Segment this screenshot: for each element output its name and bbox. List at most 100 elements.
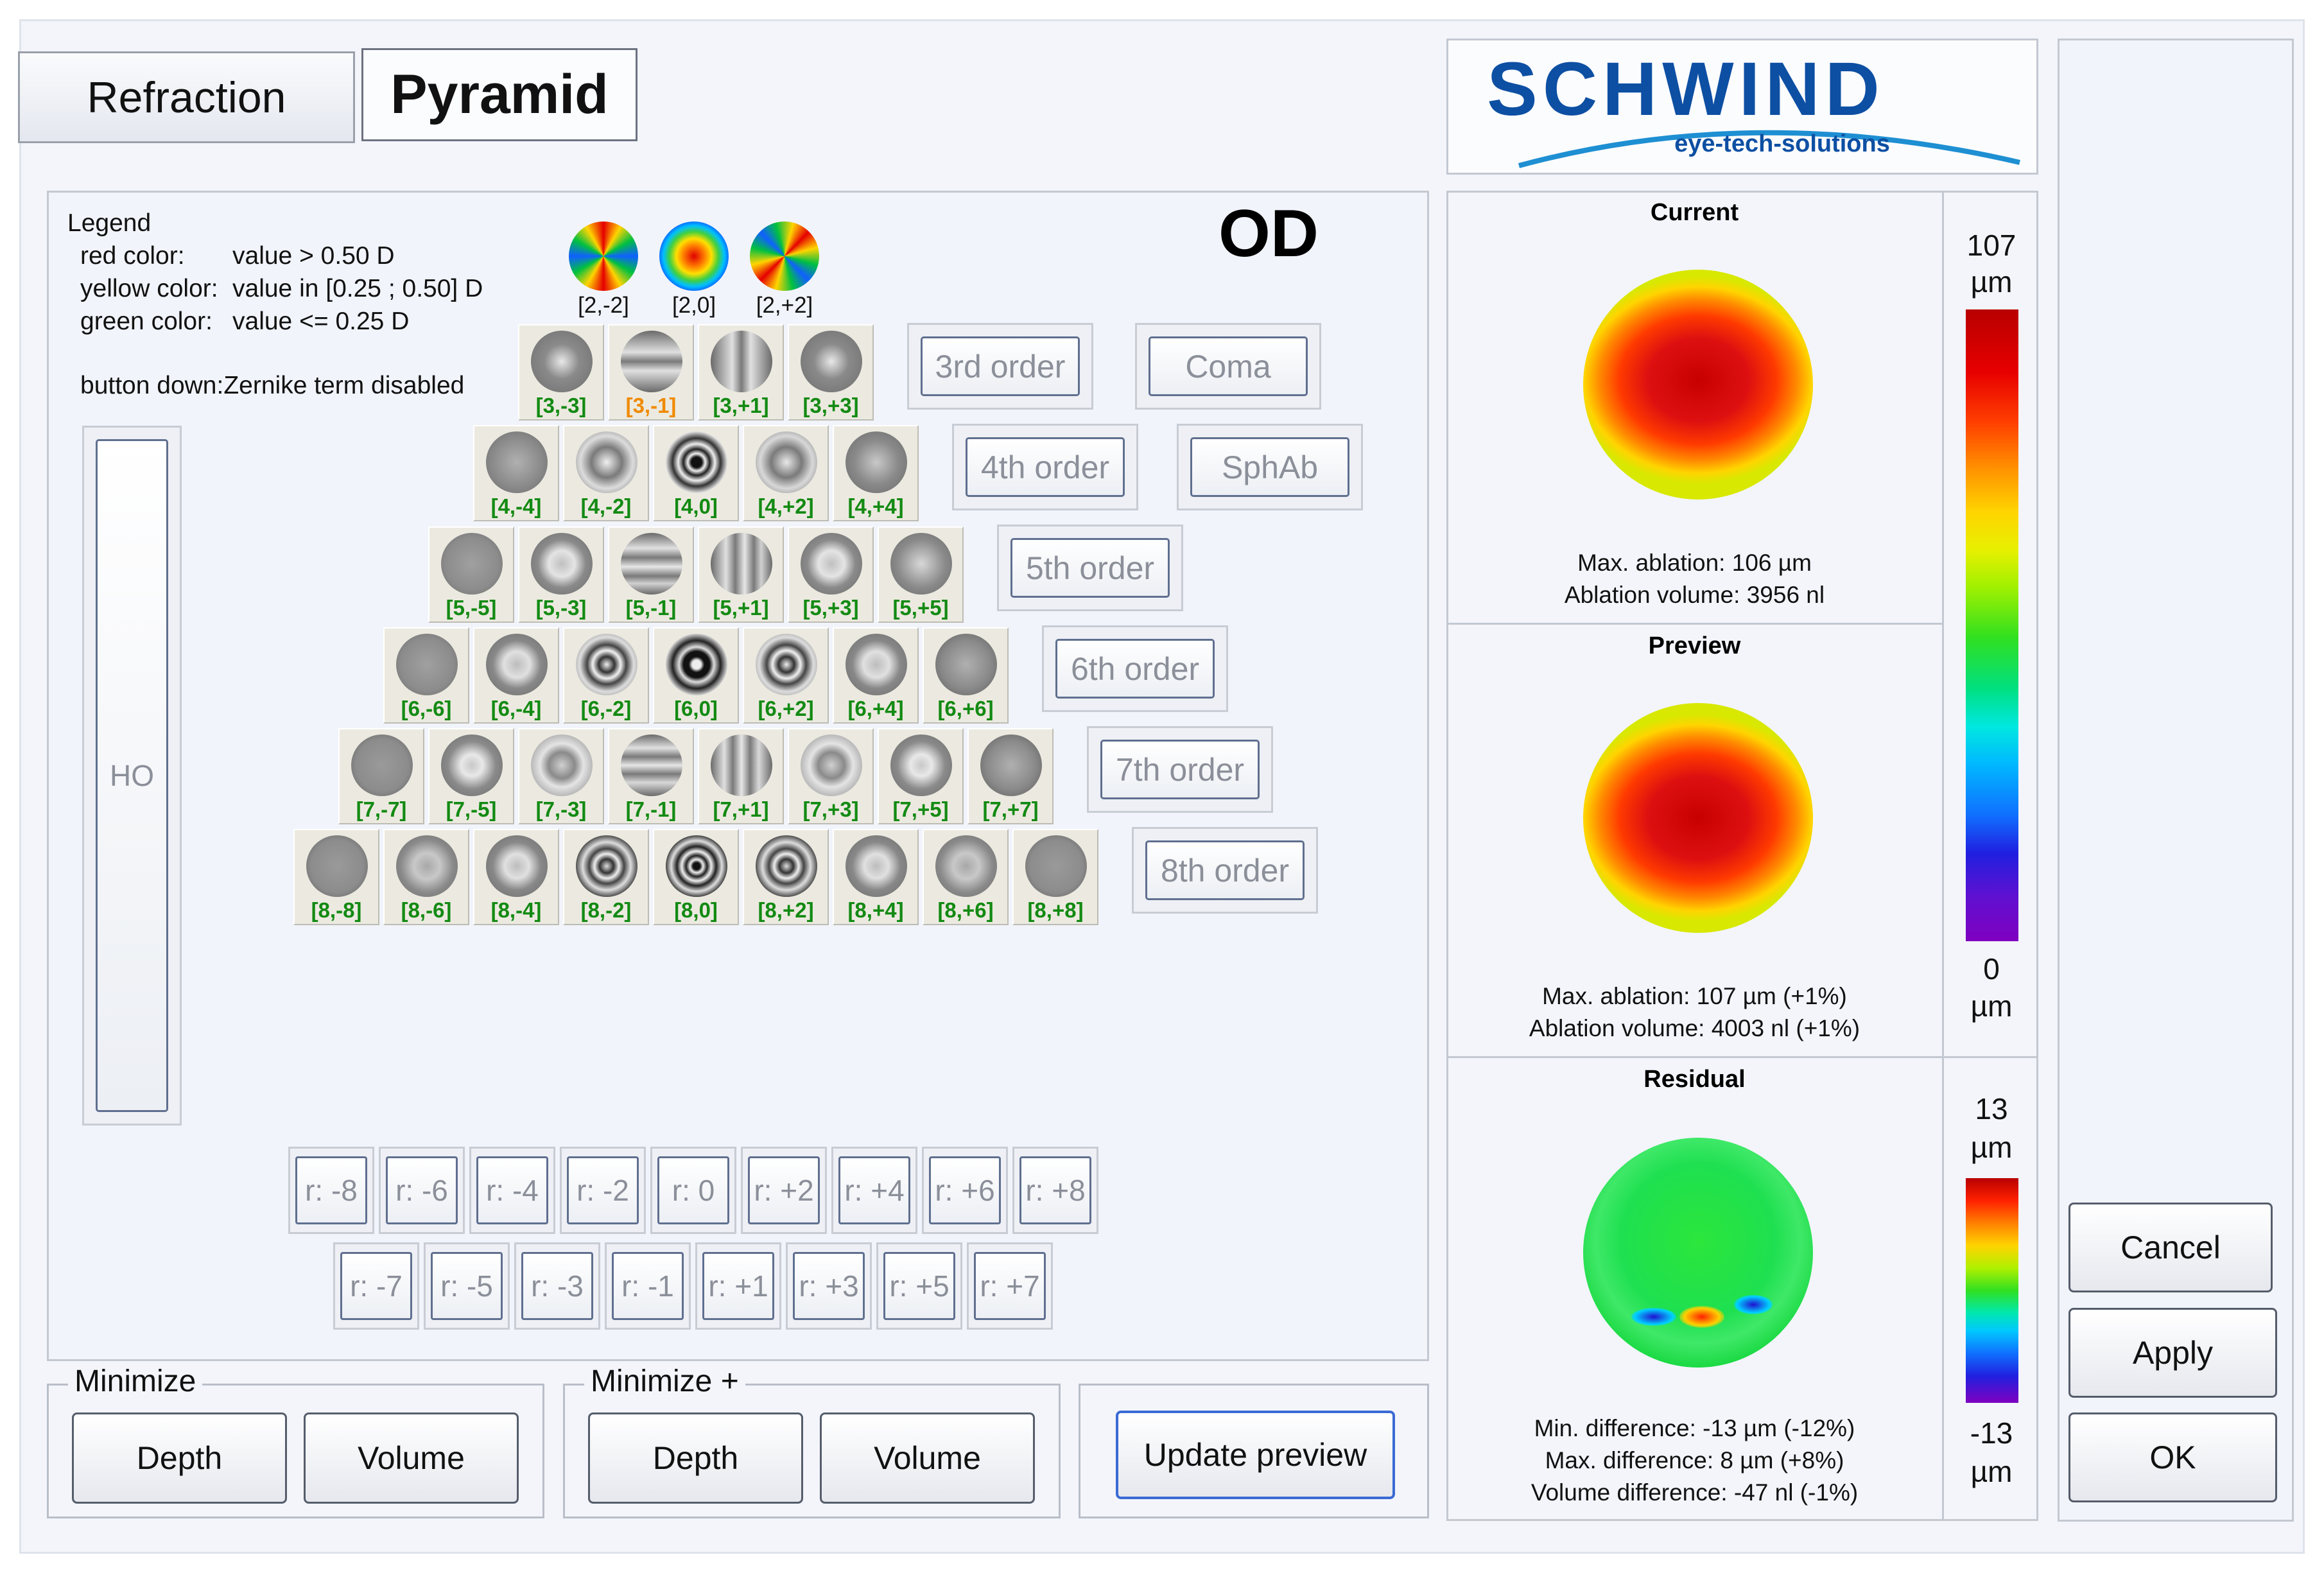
radial-button[interactable]: r: +2	[741, 1147, 827, 1234]
zernike-term-button[interactable]: [7,+7]	[967, 728, 1054, 824]
radial-button[interactable]: r: +3	[786, 1242, 872, 1330]
zernike-term-button[interactable]: [6,+4]	[833, 627, 919, 724]
zernike-term-button[interactable]: [6,+6]	[923, 627, 1009, 724]
minimize-depth-button[interactable]: Depth	[72, 1412, 287, 1504]
zernike-term-button[interactable]: [6,0]	[653, 627, 739, 724]
zernike-term-button[interactable]: [4,-4]	[473, 425, 559, 521]
action-panel	[2058, 39, 2294, 1522]
zernike-term-button[interactable]: [7,+3]	[788, 728, 874, 824]
order-6-button[interactable]: 6th order	[1042, 625, 1228, 712]
zernike-term-button[interactable]: [3,+3]	[788, 324, 874, 421]
radial-button[interactable]: r: +4	[831, 1147, 917, 1234]
zernike-term-button[interactable]: [8,+4]	[833, 829, 919, 925]
radial-button[interactable]: r: -6	[379, 1147, 465, 1234]
zernike-term-label: [5,-1]	[625, 596, 677, 620]
zernike-term-button[interactable]: [5,+1]	[698, 526, 784, 623]
zernike-term-button[interactable]: [7,-5]	[428, 728, 514, 824]
order-8-button[interactable]: 8th order	[1132, 827, 1318, 914]
zernike-map-icon	[801, 331, 862, 392]
zernike-term-button[interactable]: [5,-1]	[608, 526, 694, 623]
minimize-plus-volume-button[interactable]: Volume	[820, 1412, 1035, 1504]
zernike-term-button[interactable]: [4,-2]	[563, 425, 649, 521]
zernike-term-button[interactable]: [3,-1]	[608, 324, 694, 421]
zernike-term-button[interactable]: [8,-2]	[563, 829, 649, 925]
update-preview-button[interactable]: Update preview	[1116, 1411, 1395, 1499]
radial-button[interactable]: r: +1	[695, 1242, 781, 1330]
zernike-term-button[interactable]: [8,0]	[653, 829, 739, 925]
ok-button[interactable]: OK	[2068, 1412, 2277, 1502]
zernike-term-button[interactable]: [7,-3]	[518, 728, 604, 824]
legend-red-label: red color:	[80, 242, 185, 270]
minimize-plus-group: Minimize +	[563, 1364, 1061, 1518]
minimize-volume-button[interactable]: Volume	[304, 1412, 519, 1504]
zernike-term-button[interactable]: [7,+5]	[878, 728, 964, 824]
radial-button[interactable]: r: -5	[424, 1242, 510, 1330]
radial-button[interactable]: r: -7	[333, 1242, 419, 1330]
zernike-term-button[interactable]: [8,+8]	[1012, 829, 1098, 925]
apply-button[interactable]: Apply	[2068, 1308, 2277, 1398]
coma-label: Coma	[1149, 336, 1308, 396]
maps-separator	[1448, 623, 1942, 625]
zernike-term-button[interactable]: [6,-4]	[473, 627, 559, 724]
zernike-term-button[interactable]: [8,-6]	[383, 829, 469, 925]
order-5-button[interactable]: 5th order	[997, 525, 1183, 611]
zernike-term-button[interactable]: [7,-1]	[608, 728, 694, 824]
zernike-term-button[interactable]: [5,-5]	[428, 526, 514, 623]
zernike-term-button[interactable]: [6,-6]	[383, 627, 469, 724]
zernike-term-button[interactable]: [3,+1]	[698, 324, 784, 421]
legend-button-down: button down:Zernike term disabled	[80, 372, 465, 399]
zernike-term-button[interactable]: [7,+1]	[698, 728, 784, 824]
zernike-term-button[interactable]: [7,-7]	[338, 728, 424, 824]
zernike-term-button[interactable]: [5,-3]	[518, 526, 604, 623]
radial-button[interactable]: r: +7	[967, 1242, 1053, 1330]
zernike-term-label: [7,-3]	[535, 797, 587, 821]
radial-button[interactable]: r: +8	[1012, 1147, 1098, 1234]
ho-button[interactable]: HO	[82, 426, 182, 1125]
zernike-term-button[interactable]: [3,-3]	[518, 324, 604, 421]
zernike-term-label: [8,+8]	[1027, 898, 1084, 922]
zernike-map-icon	[666, 431, 727, 493]
zernike-term-button[interactable]: [6,-2]	[563, 627, 649, 724]
zernike-term-button[interactable]: [4,+4]	[833, 425, 919, 521]
tab-pyramid[interactable]: Pyramid	[361, 48, 637, 141]
radial-button[interactable]: r: -2	[560, 1147, 646, 1234]
scale-top-min: 0	[1983, 952, 2000, 986]
cancel-button[interactable]: Cancel	[2068, 1203, 2273, 1292]
tab-refraction[interactable]: Refraction	[18, 51, 355, 143]
order-4-button[interactable]: 4th order	[952, 424, 1138, 510]
zernike-term-button[interactable]: [8,-8]	[293, 829, 379, 925]
radial-button[interactable]: r: 0	[650, 1147, 736, 1234]
radial-button[interactable]: r: -3	[514, 1242, 600, 1330]
coma-button[interactable]: Coma	[1135, 323, 1321, 410]
zernike-term-button[interactable]: [4,+2]	[743, 425, 829, 521]
radial-label: r: -2	[567, 1156, 639, 1224]
zernike-term-label: [8,-2]	[580, 898, 632, 922]
zernike-term-button[interactable]: [8,-4]	[473, 829, 559, 925]
radial-button[interactable]: r: -4	[469, 1147, 555, 1234]
zernike-map-icon	[756, 431, 817, 493]
radial-button[interactable]: r: +6	[922, 1147, 1008, 1234]
legend-green-label: green color:	[80, 308, 212, 335]
zernike-term-button[interactable]: [5,+3]	[788, 526, 874, 623]
zernike-map-icon	[845, 835, 907, 897]
zernike-term-button[interactable]: [4,0]	[653, 425, 739, 521]
radial-label: r: -8	[295, 1156, 367, 1224]
zernike-term-button[interactable]: [8,+2]	[743, 829, 829, 925]
order-7-button[interactable]: 7th order	[1087, 726, 1273, 813]
logo-swoosh-icon	[1518, 130, 2020, 168]
radial-button[interactable]: r: -1	[605, 1242, 691, 1330]
radial-button[interactable]: r: -8	[288, 1147, 374, 1234]
order-3-button[interactable]: 3rd order	[907, 323, 1093, 410]
sphab-button[interactable]: SphAb	[1177, 424, 1363, 510]
zernike-term-button[interactable]: [6,+2]	[743, 627, 829, 724]
zernike-map-icon	[621, 734, 682, 796]
zernike-term-button[interactable]: [8,+6]	[923, 829, 1009, 925]
zernike-term-label: [3,+3]	[802, 394, 859, 417]
zernike-map-icon	[666, 835, 727, 897]
zernike-term-button[interactable]: [5,+5]	[878, 526, 964, 623]
radial-button[interactable]: r: +5	[876, 1242, 962, 1330]
scale-bottom-unit: µm	[1970, 1131, 2013, 1164]
radial-label: r: -3	[521, 1252, 593, 1320]
zernike-term-label: [3,-1]	[625, 394, 677, 417]
minimize-plus-depth-button[interactable]: Depth	[588, 1412, 803, 1504]
